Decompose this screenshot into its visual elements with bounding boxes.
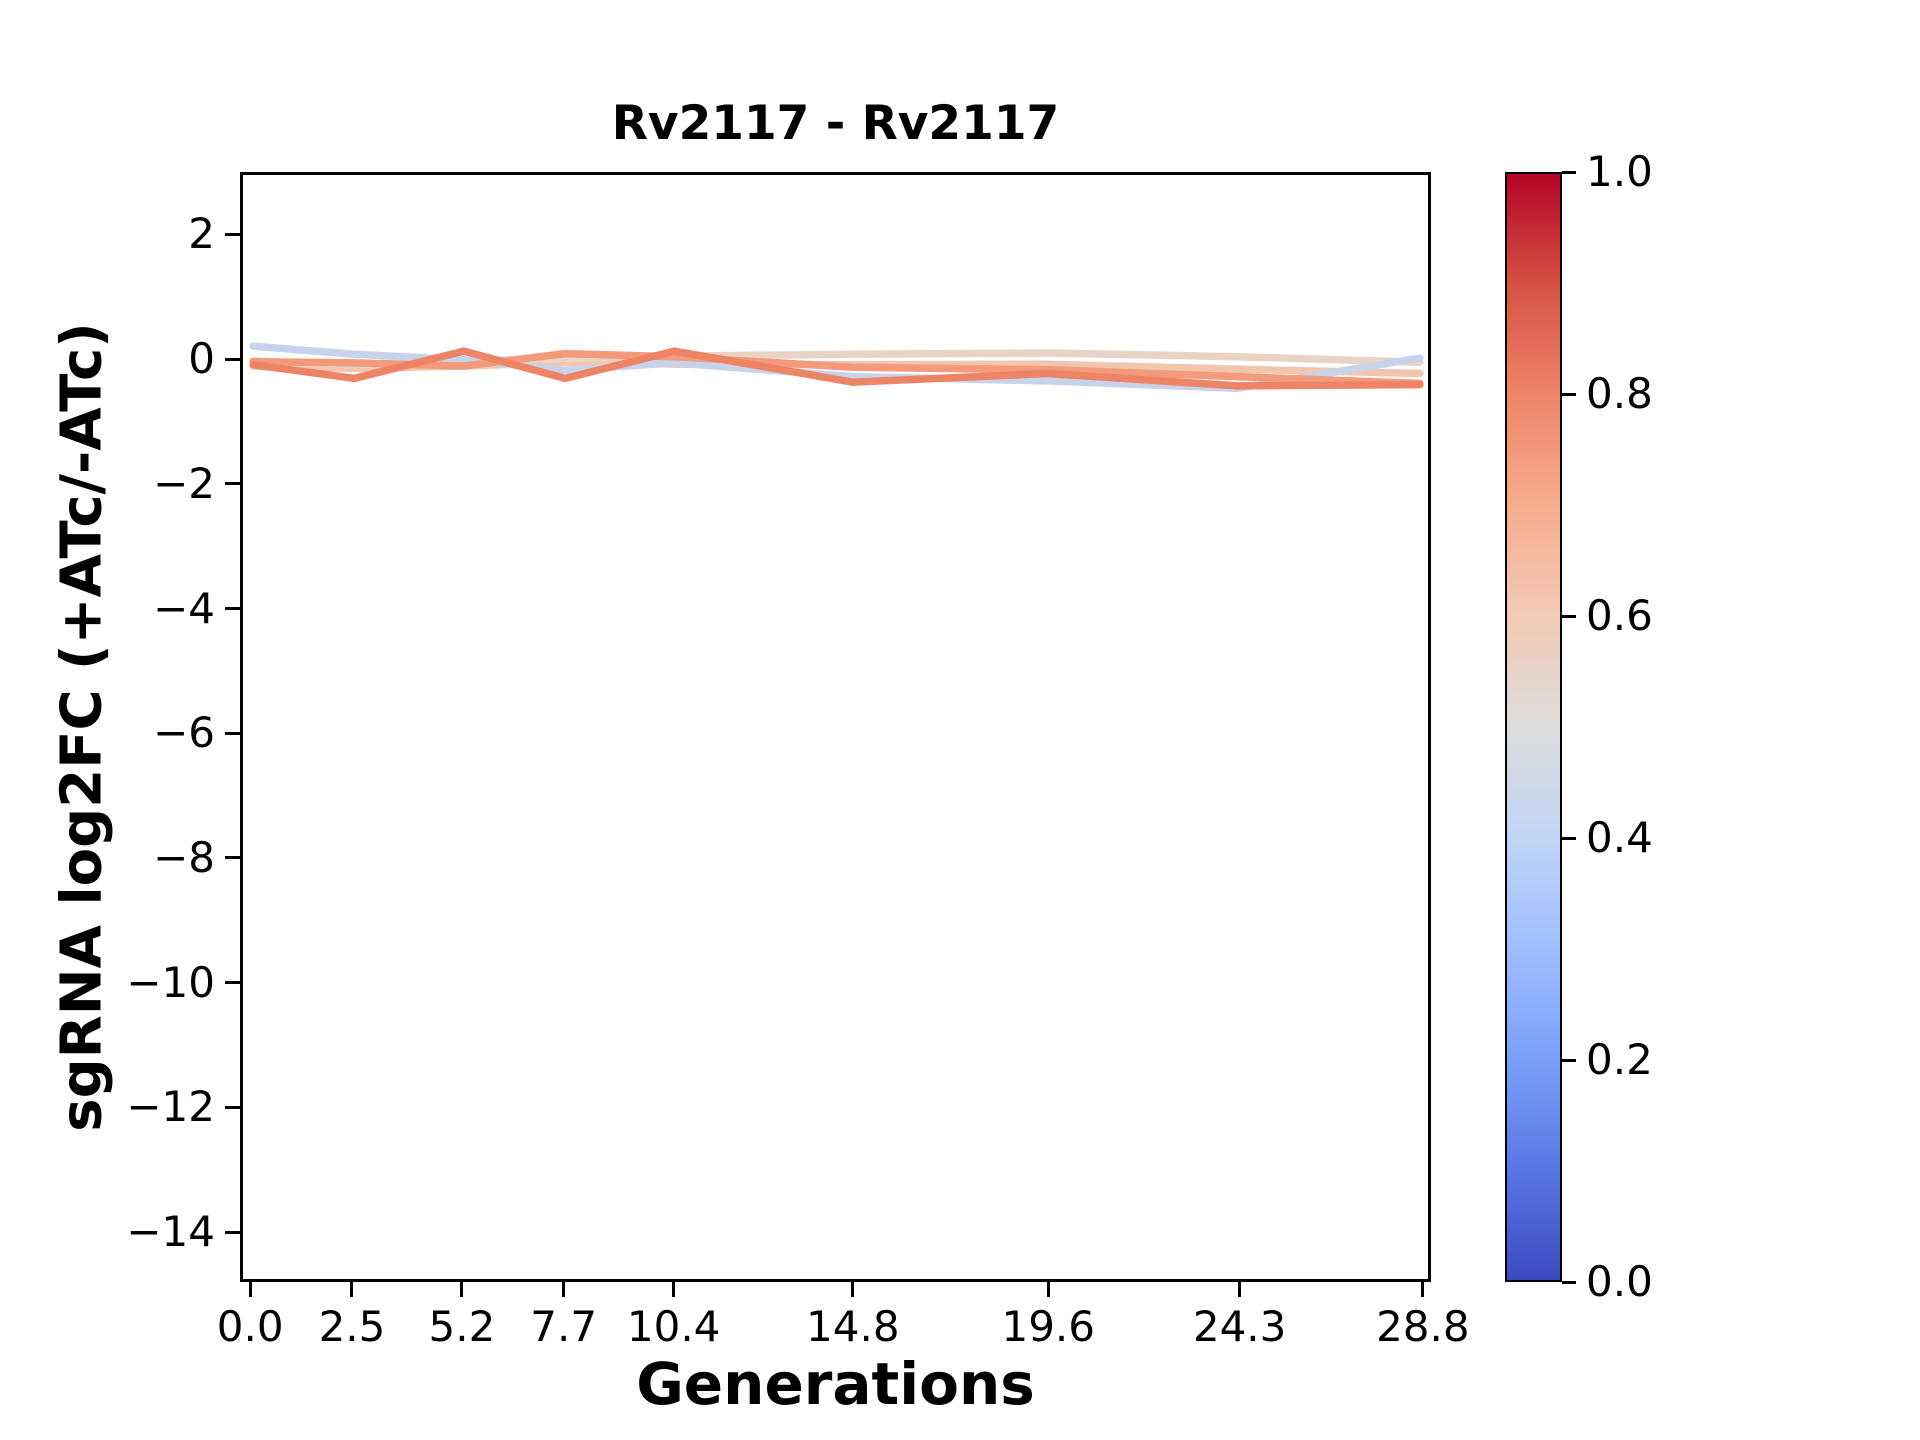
x-tick-mark — [851, 1282, 855, 1297]
colorbar-tick-label: 0.4 — [1586, 813, 1653, 862]
y-tick-label: −2 — [153, 458, 215, 508]
x-axis-label: Generations — [636, 1350, 1035, 1418]
x-tick-label: 2.5 — [318, 1302, 386, 1351]
y-tick-mark — [225, 981, 240, 985]
x-tick-label: 28.8 — [1376, 1302, 1470, 1351]
x-tick-mark — [1046, 1282, 1050, 1297]
colorbar-tick-label: 1.0 — [1586, 147, 1653, 196]
x-tick-label: 14.8 — [806, 1302, 900, 1351]
colorbar-tick-label: 0.8 — [1586, 369, 1653, 418]
colorbar — [1505, 172, 1562, 1282]
y-tick-mark — [225, 1230, 240, 1234]
y-tick-label: −10 — [126, 957, 215, 1007]
plot-area — [240, 172, 1431, 1282]
colorbar-tick-label: 0.0 — [1586, 1257, 1653, 1306]
y-tick-mark — [225, 607, 240, 611]
colorbar-tick-label: 0.2 — [1586, 1035, 1653, 1084]
x-tick-mark — [562, 1282, 566, 1297]
colorbar-tick-label: 0.6 — [1586, 591, 1653, 640]
chart-title: Rv2117 - Rv2117 — [611, 96, 1060, 151]
colorbar-tick-mark — [1562, 1280, 1576, 1284]
y-tick-mark — [225, 357, 240, 361]
x-tick-mark — [460, 1282, 464, 1297]
y-tick-label: −12 — [126, 1082, 215, 1132]
colorbar-tick-mark — [1562, 1058, 1576, 1062]
y-tick-mark — [225, 232, 240, 236]
y-tick-mark — [225, 731, 240, 735]
data-line-3 — [249, 342, 1424, 393]
y-tick-label: −8 — [153, 832, 215, 882]
colorbar-tick-mark — [1562, 614, 1576, 618]
y-tick-label: 2 — [188, 209, 215, 259]
x-tick-mark — [672, 1282, 676, 1297]
x-tick-label: 10.4 — [626, 1302, 721, 1351]
data-line-4 — [249, 349, 1424, 388]
x-tick-label: 7.7 — [530, 1302, 598, 1351]
x-tick-mark — [350, 1282, 354, 1297]
y-tick-mark — [225, 1105, 240, 1109]
y-tick-label: −4 — [153, 583, 215, 633]
x-tick-mark — [1421, 1282, 1425, 1297]
colorbar-tick-mark — [1562, 170, 1576, 174]
x-tick-label: 0.0 — [216, 1302, 284, 1351]
y-tick-label: 0 — [188, 334, 215, 384]
x-tick-mark — [248, 1282, 252, 1297]
colorbar-tick-mark — [1562, 392, 1576, 396]
y-tick-label: −14 — [126, 1207, 215, 1257]
data-line-5 — [249, 347, 1424, 390]
x-tick-label: 5.2 — [428, 1302, 496, 1351]
x-tick-label: 24.3 — [1192, 1302, 1287, 1351]
colorbar-tick-mark — [1562, 836, 1576, 840]
y-tick-mark — [225, 482, 240, 486]
y-tick-mark — [225, 856, 240, 860]
data-lines-canvas — [249, 342, 1424, 393]
x-tick-label: 19.6 — [1001, 1302, 1096, 1351]
y-tick-label: −6 — [153, 708, 215, 758]
x-tick-mark — [1238, 1282, 1242, 1297]
